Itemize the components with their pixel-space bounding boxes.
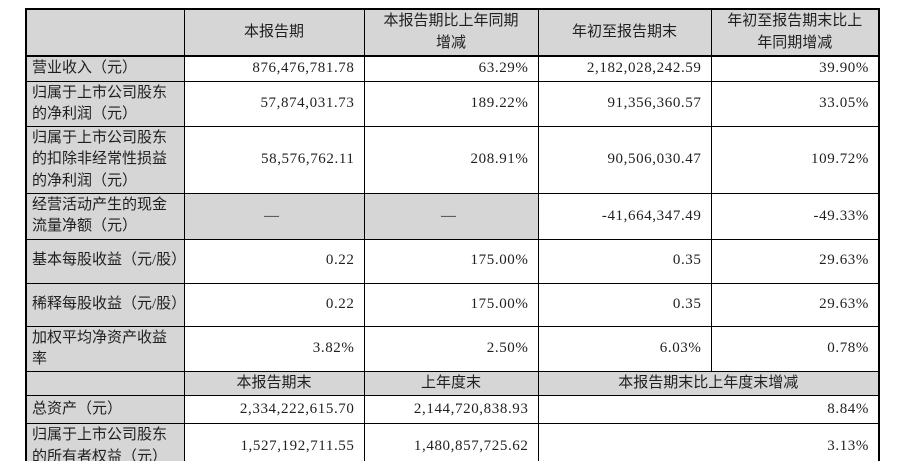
header-current-period: 本报告期 [183, 8, 365, 57]
metric-label: 基本每股收益（元/股） [25, 238, 185, 284]
value-ytd-yoy: 0.78% [710, 325, 880, 373]
header-ytd-yoy: 年初至报告期末比上年同期增减 [710, 8, 880, 57]
table-row-basic-eps: 基本每股收益（元/股） 0.22 175.00% 0.35 29.63% [25, 238, 880, 284]
table-row-diluted-eps: 稀释每股收益（元/股） 0.22 175.00% 0.35 29.63% [25, 282, 880, 327]
value-current-yoy: 175.00% [363, 238, 539, 284]
value-change: 3.13% [537, 423, 880, 461]
value-current-yoy: 208.91% [363, 126, 539, 194]
corner-cell [25, 371, 185, 397]
metric-label: 营业收入（元） [25, 55, 185, 82]
metric-label: 稀释每股收益（元/股） [25, 282, 185, 327]
value-ytd-yoy: -49.33% [710, 192, 880, 240]
value-period-end: 1,527,192,711.55 [183, 423, 365, 461]
corner-cell [25, 8, 185, 57]
value-current-yoy: — [363, 192, 539, 240]
metric-label: 加权平均净资产收益率 [25, 325, 185, 373]
value-ytd: 90,506,030.47 [537, 126, 712, 194]
value-prior-year-end: 2,144,720,838.93 [363, 395, 539, 425]
value-ytd-yoy: 109.72% [710, 126, 880, 194]
balance-header-row: 本报告期末 上年度末 本报告期末比上年度末增减 [25, 371, 880, 397]
header-period-end-change: 本报告期末比上年度末增减 [537, 371, 880, 397]
value-ytd-yoy: 29.63% [710, 238, 880, 284]
table-row-weighted-avg-roe: 加权平均净资产收益率 3.82% 2.50% 6.03% 0.78% [25, 325, 880, 373]
value-change: 8.84% [537, 395, 880, 425]
value-current: 58,576,762.11 [183, 126, 365, 194]
table-row-equity: 归属于上市公司股东的所有者权益（元） 1,527,192,711.55 1,48… [25, 423, 880, 461]
value-ytd: 6.03% [537, 325, 712, 373]
header-period-end: 本报告期末 [183, 371, 365, 397]
financial-summary-table: 本报告期 本报告期比上年同期增减 年初至报告期末 年初至报告期末比上年同期增减 … [25, 8, 880, 461]
metric-label: 归属于上市公司股东的所有者权益（元） [25, 423, 185, 461]
value-ytd-yoy: 29.63% [710, 282, 880, 327]
indicator-header-row: 本报告期 本报告期比上年同期增减 年初至报告期末 年初至报告期末比上年同期增减 [25, 8, 880, 57]
metric-label: 经营活动产生的现金流量净额（元） [25, 192, 185, 240]
value-current: 0.22 [183, 282, 365, 327]
value-ytd: -41,664,347.49 [537, 192, 712, 240]
header-prior-year-end: 上年度末 [363, 371, 539, 397]
value-current: 876,476,781.78 [183, 55, 365, 82]
value-ytd: 0.35 [537, 238, 712, 284]
metric-label: 总资产（元） [25, 395, 185, 425]
table-row-net-profit: 归属于上市公司股东的净利润（元） 57,874,031.73 189.22% 9… [25, 80, 880, 128]
value-ytd: 2,182,028,242.59 [537, 55, 712, 82]
table-row-total-assets: 总资产（元） 2,334,222,615.70 2,144,720,838.93… [25, 395, 880, 425]
table-row-revenue: 营业收入（元） 876,476,781.78 63.29% 2,182,028,… [25, 55, 880, 82]
value-current: 3.82% [183, 325, 365, 373]
value-prior-year-end: 1,480,857,725.62 [363, 423, 539, 461]
value-current-yoy: 189.22% [363, 80, 539, 128]
header-current-period-yoy: 本报告期比上年同期增减 [363, 8, 539, 57]
header-ytd: 年初至报告期末 [537, 8, 712, 57]
value-period-end: 2,334,222,615.70 [183, 395, 365, 425]
metric-label: 归属于上市公司股东的净利润（元） [25, 80, 185, 128]
value-current-yoy: 175.00% [363, 282, 539, 327]
table-row-operating-cash-flow: 经营活动产生的现金流量净额（元） — — -41,664,347.49 -49.… [25, 192, 880, 240]
value-ytd-yoy: 33.05% [710, 80, 880, 128]
value-current-yoy: 63.29% [363, 55, 539, 82]
table-row-deducted-net-profit: 归属于上市公司股东的扣除非经常性损益的净利润（元） 58,576,762.11 … [25, 126, 880, 194]
value-current: 57,874,031.73 [183, 80, 365, 128]
value-ytd: 0.35 [537, 282, 712, 327]
value-ytd: 91,356,360.57 [537, 80, 712, 128]
value-current-yoy: 2.50% [363, 325, 539, 373]
value-current: — [183, 192, 365, 240]
metric-label: 归属于上市公司股东的扣除非经常性损益的净利润（元） [25, 126, 185, 194]
value-current: 0.22 [183, 238, 365, 284]
value-ytd-yoy: 39.90% [710, 55, 880, 82]
